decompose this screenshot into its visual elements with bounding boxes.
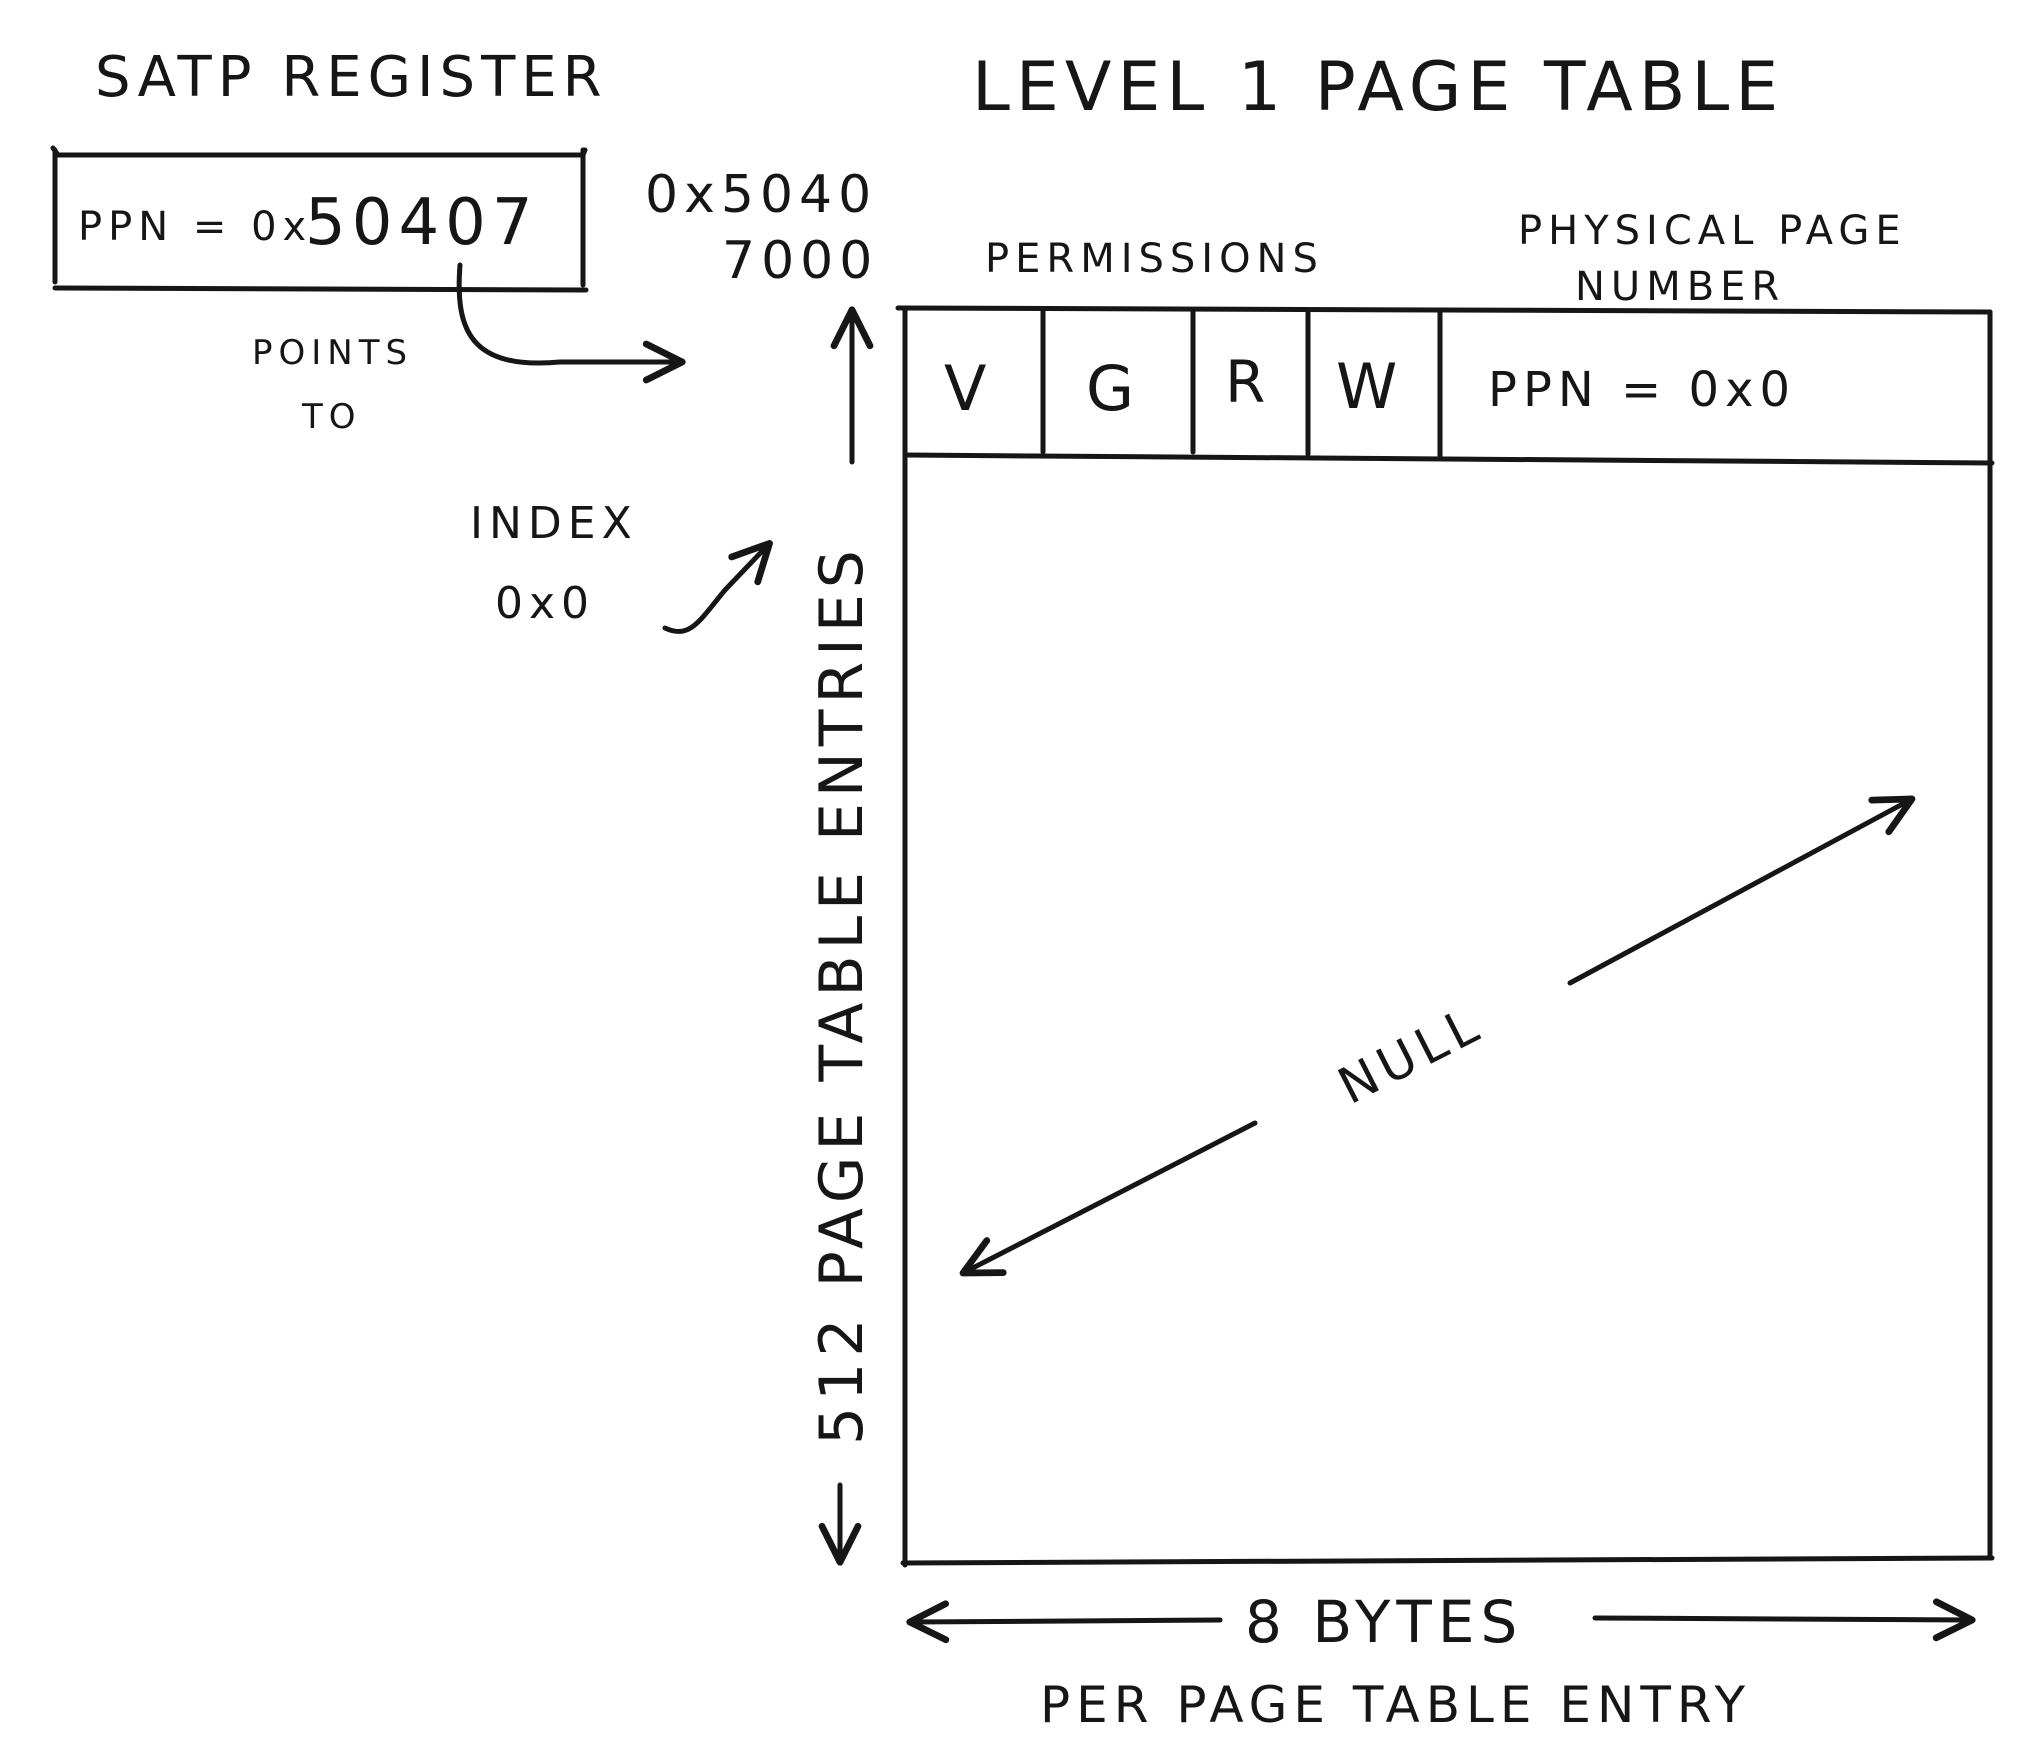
entry-r-bit: R: [1225, 348, 1271, 416]
null-label: NULL: [1329, 994, 1492, 1115]
index-arrow: [662, 539, 773, 635]
permissions-header: PERMISSIONS: [985, 236, 1324, 282]
ppn-header-line1: PHYSICAL PAGE: [1518, 208, 1907, 254]
entry-size-label: 8 BYTES: [1245, 1588, 1523, 1656]
width-arrow-right: [1592, 1598, 1976, 1642]
entry-size-label-line2: PER PAGE TABLE ENTRY: [1040, 1676, 1751, 1734]
width-arrow-left: [906, 1600, 1223, 1644]
page-table-title: LEVEL 1 PAGE TABLE: [972, 48, 1784, 127]
index-label-line1: INDEX: [470, 498, 638, 549]
page-table-box: [895, 305, 1995, 1568]
satp-ppn-label: PPN = 0x: [78, 204, 312, 250]
index-label-line2: 0x0: [495, 578, 595, 629]
ppn-header-line2: NUMBER: [1575, 264, 1785, 310]
table-address-line1: 0x5040: [645, 165, 877, 225]
satp-title: SATP REGISTER: [95, 45, 608, 110]
entry-g-bit: G: [1086, 352, 1140, 425]
satp-register-box: [50, 145, 589, 293]
null-arrow-lower: [959, 1120, 1258, 1277]
points-to-arrow: [456, 262, 686, 384]
points-to-label-line2: TO: [301, 397, 362, 437]
table-address-line2: 7000: [722, 231, 878, 291]
page-table-entry-0: V G R W PPN = 0x0: [944, 307, 1796, 459]
entries-count-label: 512 PAGE TABLE ENTRIES: [807, 544, 877, 1445]
null-arrow-upper: [1567, 795, 1916, 986]
satp-ppn-value: 50407: [305, 186, 539, 260]
entry-v-bit: V: [944, 352, 992, 425]
points-to-label-line1: POINTS: [252, 333, 413, 373]
entry-w-bit: W: [1336, 350, 1403, 423]
entry-ppn-value: PPN = 0x0: [1488, 362, 1796, 418]
